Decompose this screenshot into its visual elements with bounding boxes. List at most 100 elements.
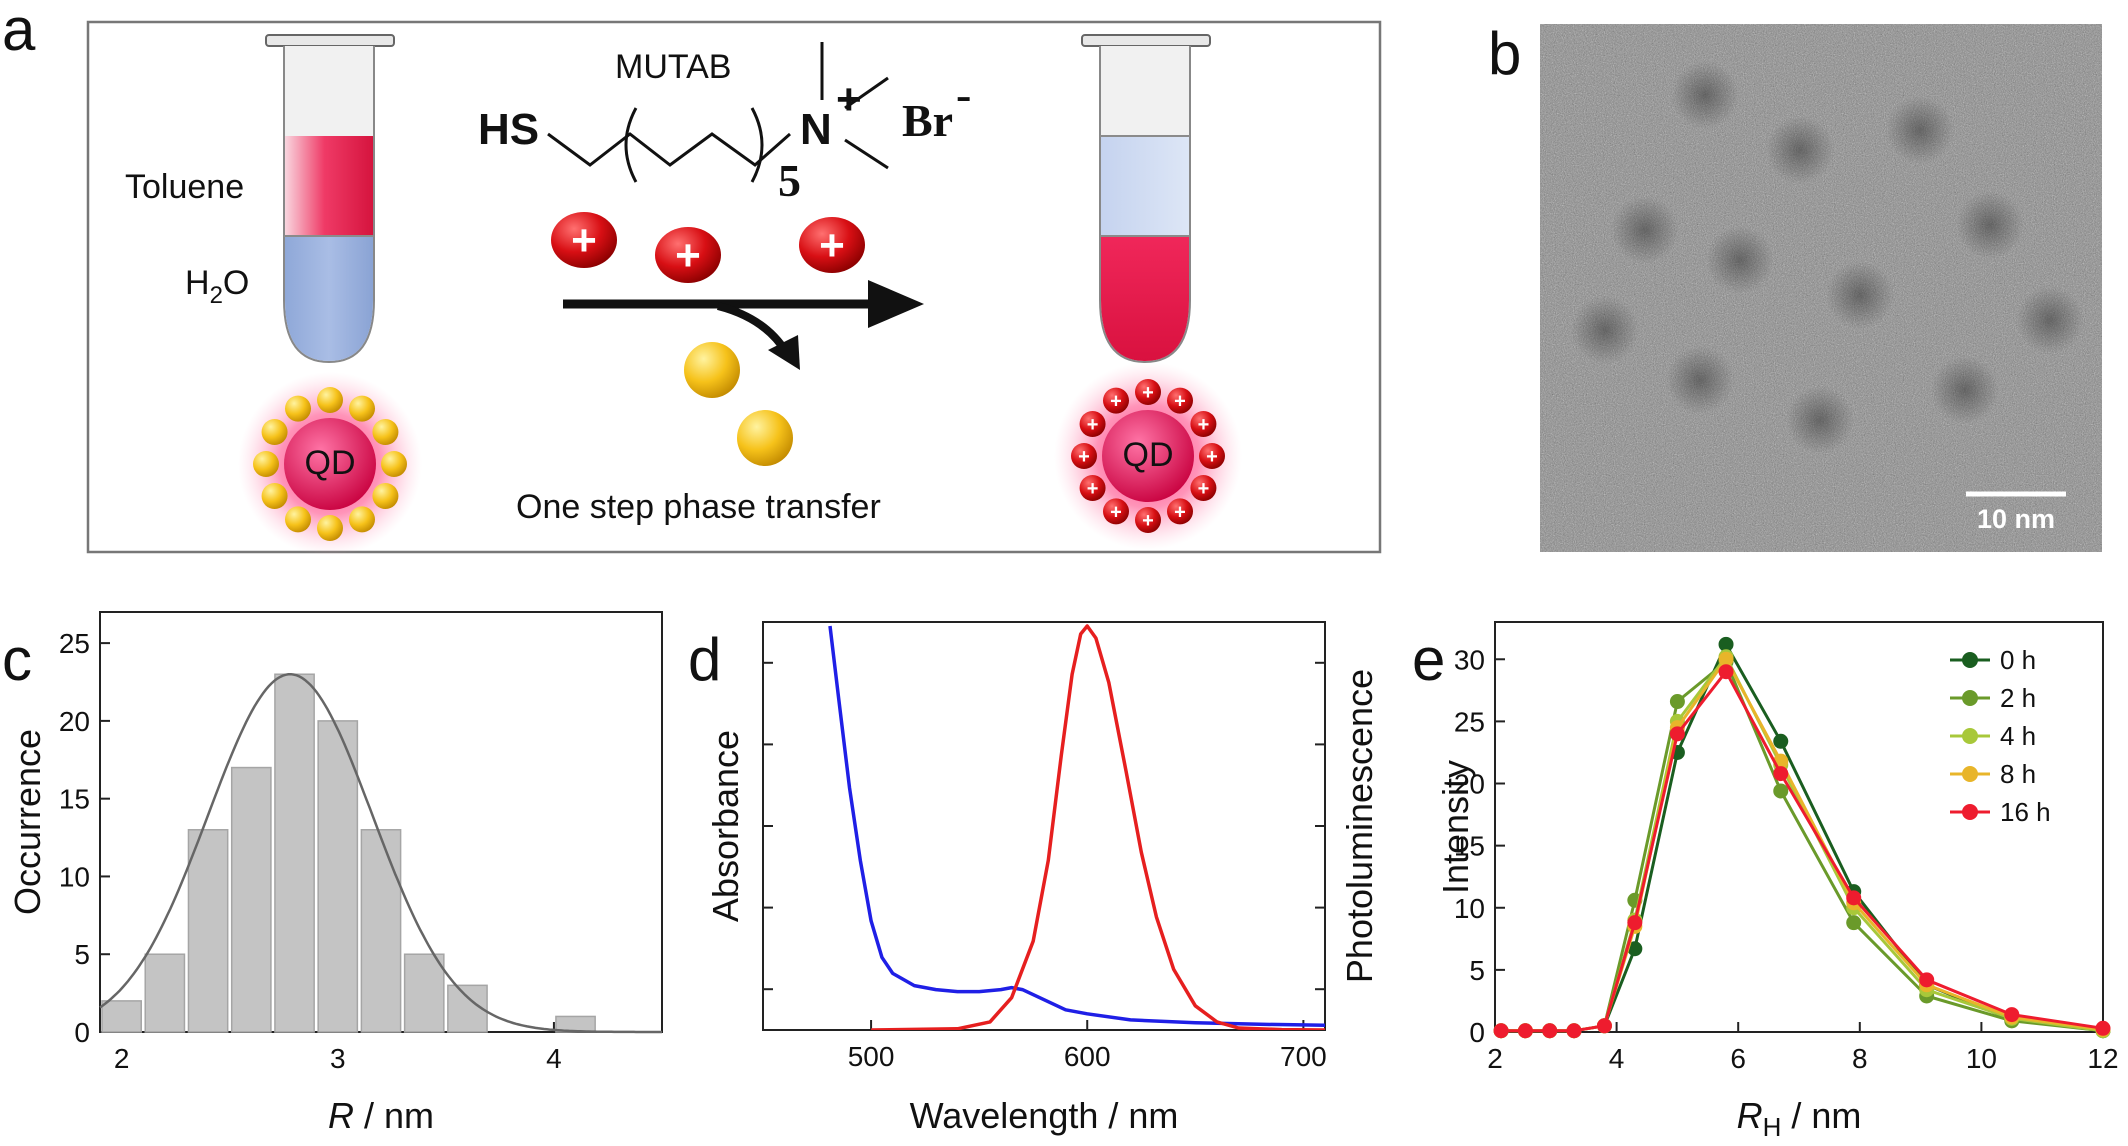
svg-text:+: +	[1142, 382, 1154, 404]
bound-ligand-cationic: +	[1079, 411, 1106, 437]
x-tick-label: 2	[1487, 1043, 1503, 1074]
legend-swatch-marker	[1962, 804, 1978, 820]
toluene-layer-red	[285, 136, 373, 236]
nanoparticle-contrast	[1571, 61, 2084, 454]
histogram-bar	[144, 953, 186, 1033]
x-tick-label: 600	[1064, 1041, 1111, 1072]
thiol-group: HS	[478, 105, 539, 154]
y-tick-label: 5	[74, 939, 90, 970]
histogram-bar	[317, 720, 359, 1033]
nanoparticle	[1666, 346, 1734, 414]
panel-e-dls: e 2 4 6 8 10 12 0 5 10 15 20 25 30 0 h 2 h 4 h 8 h 16 h In…	[1412, 621, 2119, 1142]
panel-letter-d: d	[688, 626, 721, 693]
data-point	[1773, 766, 1789, 782]
y-tick-label: 20	[1454, 769, 1485, 800]
data-point	[1627, 941, 1643, 957]
nanoparticle	[1671, 61, 1739, 129]
panel-a: a Toluene H2O QD MUTAB HS 5 N +	[2, 0, 1382, 556]
data-point	[1846, 915, 1862, 931]
svg-text:+: +	[675, 231, 701, 280]
bound-ligand-gold	[261, 419, 288, 445]
histogram-bar	[360, 829, 402, 1033]
ligand-name: MUTAB	[615, 48, 731, 86]
svg-text:+: +	[1078, 446, 1090, 468]
svg-text:+: +	[1110, 391, 1122, 413]
x-tick-label: 4	[546, 1043, 562, 1074]
histogram-bar	[274, 673, 315, 1033]
plot-frame	[1494, 621, 2104, 1033]
nanoparticle	[1766, 116, 1834, 184]
alkyl-chain	[547, 132, 791, 167]
plus-ball-2: +	[655, 227, 721, 283]
bound-ligand-cationic: +	[1199, 443, 1225, 469]
svg-text:+: +	[1198, 414, 1210, 436]
y-axis-label: Occurrence	[7, 729, 48, 915]
panel-letter-a: a	[2, 0, 36, 63]
test-tube-right	[1081, 34, 1211, 364]
qd-left-gold-ligands: QD	[238, 372, 422, 556]
y-tick-label: 0	[1469, 1017, 1485, 1048]
x-axis-label: R / nm	[328, 1095, 434, 1136]
qd-right-cationic-ligands: QD + + + + + + + + + + + +	[1054, 362, 1242, 550]
x-tick-label: 8	[1852, 1043, 1868, 1074]
toluene-label: Toluene	[125, 168, 244, 206]
bound-ligand-gold	[381, 451, 407, 477]
y-tick-label: 25	[59, 628, 90, 659]
y-tick-label: 15	[59, 784, 90, 815]
bound-ligand-gold	[372, 483, 399, 509]
cationic-ligand-balls: + + +	[551, 212, 865, 283]
x-tick-label: 6	[1730, 1043, 1746, 1074]
data-point	[1596, 1018, 1612, 1034]
repeat-bracket-left	[624, 107, 638, 183]
y-tick-label: 25	[1454, 706, 1485, 737]
bound-ligand-cationic: +	[1167, 387, 1193, 414]
water-layer-blue	[285, 236, 373, 361]
series-line-3	[1501, 657, 2104, 1033]
legend-swatch-marker	[1962, 690, 1978, 706]
counterion: Br	[902, 95, 953, 146]
x-tick-label: 3	[330, 1043, 346, 1074]
y-tick-label: 20	[59, 706, 90, 737]
y-axis-label-right: Photoluminescence	[1339, 669, 1380, 983]
y-axis-label: Intensity	[1435, 760, 1476, 894]
panel-letter-e: e	[1412, 626, 1445, 693]
nanoparticle	[1706, 226, 1774, 294]
scale-bar-label: 10 nm	[1977, 504, 2055, 534]
toluene-layer-clear	[1101, 136, 1189, 236]
bound-ligand-cationic: +	[1167, 498, 1193, 525]
bound-ligand-gold	[317, 515, 343, 541]
data-point	[1718, 664, 1734, 680]
released-ligand-ball-1	[684, 342, 740, 398]
photoluminescence-curve	[871, 624, 1325, 1030]
x-tick-label: 700	[1280, 1041, 1327, 1072]
y-axis-label-left: Absorbance	[705, 730, 746, 922]
bound-ligand-gold	[285, 506, 311, 533]
data-point	[1718, 636, 1734, 652]
data-point	[1773, 783, 1789, 799]
x-tick-label: 10	[1966, 1043, 1997, 1074]
histogram-bar	[187, 829, 229, 1033]
legend-entry: 4 h	[2000, 721, 2036, 751]
bound-ligand-gold	[349, 395, 375, 422]
x-tick-label: 4	[1609, 1043, 1625, 1074]
x-tick-label: 12	[2087, 1043, 2118, 1074]
legend: 0 h 2 h 4 h 8 h 16 h	[1950, 645, 2051, 827]
data-point	[1718, 651, 1734, 667]
svg-text:+: +	[1087, 414, 1099, 436]
bound-ligand-cationic: +	[1103, 387, 1129, 414]
plus-ball-3: +	[799, 217, 865, 273]
bound-ligand-gold	[261, 483, 288, 509]
panel-c-histogram: c 2 3 4 0 5 10 15 20 25 Occurrence R / nm	[2, 611, 663, 1136]
plot-frame	[762, 621, 1326, 1031]
data-point	[1846, 890, 1862, 906]
y-tick-label: 0	[74, 1017, 90, 1048]
data-point	[1566, 1023, 1582, 1039]
absorbance-curve	[828, 625, 1325, 1027]
data-point	[1919, 972, 1935, 988]
bound-ligand-cationic: +	[1103, 498, 1129, 525]
y-tick-label: 5	[1469, 955, 1485, 986]
svg-text:+: +	[819, 221, 845, 270]
data-point	[1627, 915, 1643, 931]
qd-label-right: QD	[1123, 436, 1174, 474]
